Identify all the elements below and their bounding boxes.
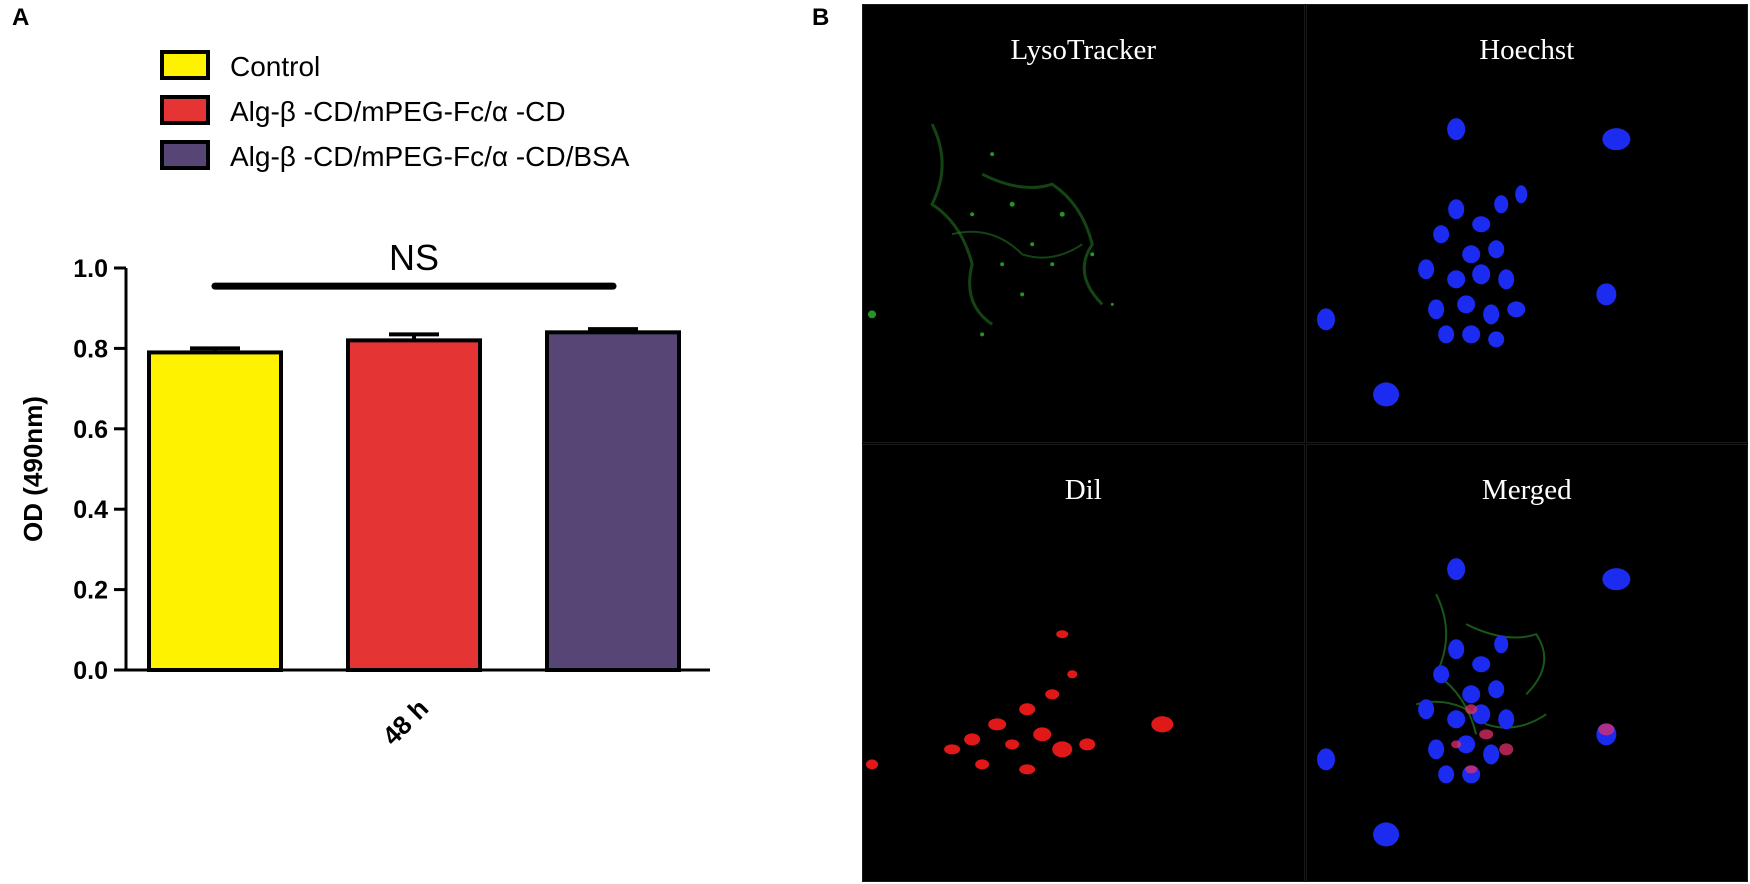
bar: [147, 350, 283, 672]
legend-swatch: [160, 140, 210, 170]
micrograph-lysotracker: LysoTracker: [862, 4, 1305, 443]
lysotracker-image: [868, 123, 1114, 337]
ns-label: NS: [389, 237, 439, 278]
legend-label: Alg-β -CD/mPEG-Fc/α -CD: [230, 96, 566, 127]
micrograph-panel: LysoTracker Hoechst: [862, 4, 1748, 882]
y-tick-label: 1.0: [73, 255, 108, 283]
tile-title-hoechst: Hoechst: [1479, 34, 1575, 66]
tile-title-lysotracker: LysoTracker: [1010, 34, 1157, 66]
legend-swatch: [160, 50, 210, 80]
bar-chart: Control Alg-β -CD/mPEG-Fc/α -CD Alg-β -CD/…: [18, 50, 710, 751]
legend-label: Alg-β -CD/mPEG-Fc/α -CD/BSA: [230, 141, 630, 172]
y-tick-label: 0.2: [73, 577, 108, 605]
panel-a-label: A: [12, 4, 30, 31]
legend-swatch: [160, 95, 210, 125]
y-ticks: 0.0 0.2 0.4 0.6 0.8 1.0: [73, 255, 126, 685]
legend-label: Control: [230, 51, 320, 82]
significance-annotation: NS: [211, 237, 617, 290]
bar: [545, 330, 681, 672]
y-tick-label: 0.4: [73, 496, 108, 524]
bar: [346, 338, 482, 672]
y-tick-label: 0.0: [73, 657, 108, 685]
dil-image: [866, 629, 1174, 774]
y-tick-label: 0.6: [73, 416, 108, 444]
panel-b-label: B: [812, 4, 830, 31]
chart-legend: Control Alg-β -CD/mPEG-Fc/α -CD Alg-β -CD/…: [160, 50, 630, 172]
y-axis-label: OD (490nm): [18, 396, 48, 542]
hoechst-image: [1316, 118, 1630, 407]
tile-title-merged: Merged: [1481, 473, 1572, 506]
x-category-label: 48 h: [376, 693, 434, 751]
micrograph-hoechst: Hoechst: [1305, 4, 1748, 443]
micrograph-merged: Merged: [1305, 443, 1748, 882]
bars-group: [147, 327, 681, 672]
merged-image: [1316, 557, 1630, 846]
y-tick-label: 0.8: [73, 335, 108, 363]
tile-title-dil: Dil: [1064, 473, 1102, 506]
micrograph-dil: Dil: [862, 443, 1305, 882]
